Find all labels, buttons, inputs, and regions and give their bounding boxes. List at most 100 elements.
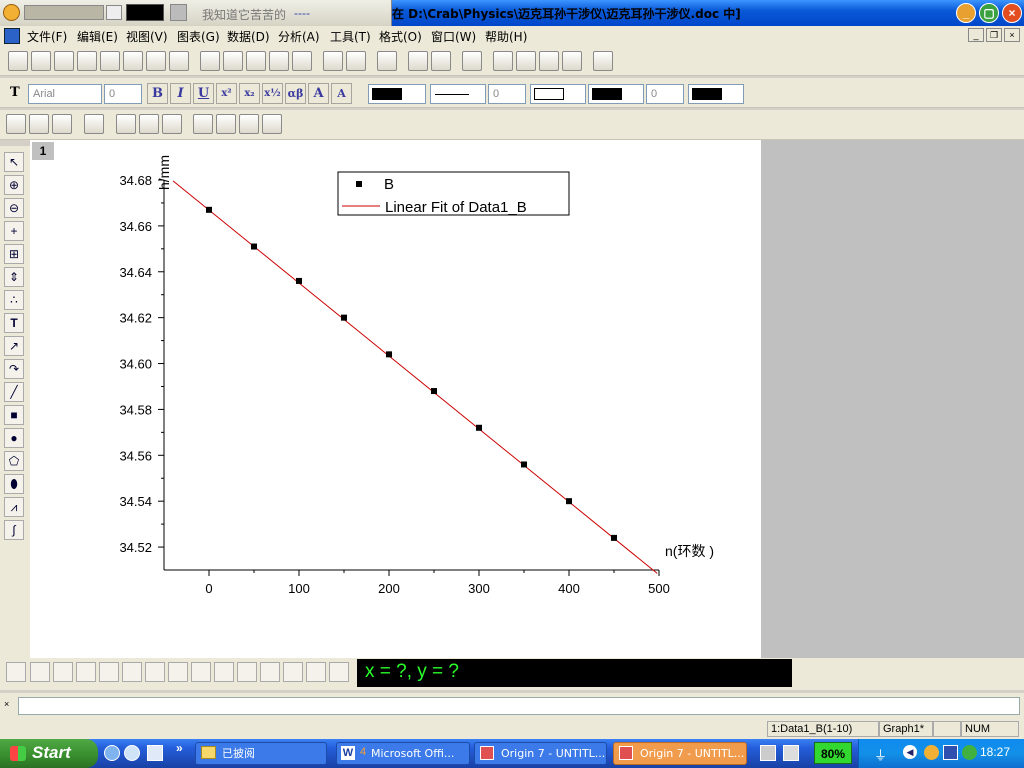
player-menu-icon[interactable] [170,4,187,21]
quicklaunch-more-icon[interactable]: » [176,741,183,755]
maximize-button[interactable]: ▢ [979,3,999,23]
graph-tool-icon-4[interactable] [84,114,104,134]
standard-tool-icon-21[interactable] [516,51,536,71]
standard-tool-icon-9[interactable] [200,51,220,71]
polygon-tool-icon[interactable]: ⬠ [4,451,24,471]
circle-tool-icon[interactable]: ● [4,428,24,448]
plot-type-icon-12[interactable] [260,662,280,682]
text-tool-icon[interactable]: T [4,313,24,333]
plot-type-icon-15[interactable] [329,662,349,682]
script-input[interactable] [18,697,1020,715]
menu-format[interactable]: 格式(O) [379,30,422,44]
plot-type-icon-10[interactable] [214,662,234,682]
symbol-size-select[interactable]: 0 [646,84,684,104]
menu-file[interactable]: 文件(F) [27,30,68,44]
power-plug-icon[interactable]: ⏚ [874,748,888,763]
greek-button[interactable]: αβ [285,83,306,104]
arrow-tool-icon[interactable]: ↗ [4,336,24,356]
subscript-button[interactable]: x₂ [239,83,260,104]
screen-reader-icon[interactable]: + [4,221,24,241]
plot-type-icon-5[interactable] [99,662,119,682]
standard-tool-icon-8[interactable] [169,51,189,71]
standard-tool-icon-18[interactable] [431,51,451,71]
quicklaunch-desktop-icon[interactable] [147,745,163,761]
plot-type-icon-6[interactable] [122,662,142,682]
plot-type-icon-2[interactable] [30,662,50,682]
script-close-icon[interactable]: × [4,699,10,709]
graph-tool-icon-11[interactable] [262,114,282,134]
line-tool-icon[interactable]: ╱ [4,382,24,402]
tray-icon-messenger[interactable] [924,745,939,760]
standard-tool-icon-19[interactable] [462,51,482,71]
plot-type-icon-1[interactable] [6,662,26,682]
graph-tool-icon-1[interactable] [6,114,26,134]
font-select[interactable]: Arial [28,84,102,104]
tray-app-icon-1[interactable] [760,745,776,761]
graph-tool-icon-6[interactable] [139,114,159,134]
draw-data-icon[interactable]: ∴ [4,290,24,310]
graph-tool-icon-2[interactable] [29,114,49,134]
underline-button[interactable]: U [193,83,214,104]
standard-tool-icon-15[interactable] [346,51,366,71]
polyline-tool-icon[interactable]: ⩘ [4,497,24,517]
data-selector-icon[interactable]: ⇕ [4,267,24,287]
volume-icon[interactable] [106,5,122,20]
zoom-out-icon[interactable]: ⊖ [4,198,24,218]
graph-tool-icon-10[interactable] [239,114,259,134]
plot-type-icon-13[interactable] [283,662,303,682]
standard-tool-icon-13[interactable] [292,51,312,71]
minimize-button[interactable]: _ [956,3,976,23]
layer-tab[interactable]: 1 [32,142,54,160]
standard-tool-icon-3[interactable] [54,51,74,71]
plot-type-icon-11[interactable] [237,662,257,682]
task-origin-1[interactable]: Origin 7 - UNTITL... [474,742,607,765]
tray-app-icon-2[interactable] [783,745,799,761]
pointer-icon[interactable]: ↖ [4,152,24,172]
font-size-select[interactable]: 0 [104,84,142,104]
standard-tool-icon-23[interactable] [562,51,582,71]
task-origin-2[interactable]: Origin 7 - UNTITL... [613,742,747,765]
plot-type-icon-7[interactable] [145,662,165,682]
zoom-in-icon[interactable]: ⊕ [4,175,24,195]
standard-tool-icon-17[interactable] [408,51,428,71]
plot-type-icon-14[interactable] [306,662,326,682]
quicklaunch-browser-icon[interactable] [124,745,140,761]
player-controls[interactable] [24,5,104,20]
decrease-font-button[interactable]: A [331,83,352,104]
curved-arrow-icon[interactable]: ↷ [4,359,24,379]
region-tool-icon[interactable]: ⬮ [4,474,24,494]
tray-icon-network[interactable] [962,745,977,760]
data-reader-icon[interactable]: ⊞ [4,244,24,264]
tray-expand-icon[interactable]: ◀ [903,745,917,759]
plot-type-icon-4[interactable] [76,662,96,682]
menu-view[interactable]: 视图(V) [126,30,168,44]
fill-color-select[interactable] [530,84,586,104]
standard-tool-icon-6[interactable] [123,51,143,71]
freehand-tool-icon[interactable]: ∫ [4,520,24,540]
rectangle-tool-icon[interactable]: ■ [4,405,24,425]
graph-tool-icon-8[interactable] [193,114,213,134]
standard-tool-icon-1[interactable] [8,51,28,71]
mdi-minimize-button[interactable]: _ [968,28,984,42]
bold-button[interactable]: B [147,83,168,104]
standard-tool-icon-5[interactable] [100,51,120,71]
close-button[interactable]: × [1002,3,1022,23]
line-style-select[interactable] [430,84,486,104]
task-word[interactable]: Microsoft Offi... [336,742,470,765]
standard-tool-icon-2[interactable] [31,51,51,71]
increase-font-button[interactable]: A [308,83,329,104]
standard-tool-icon-24[interactable] [593,51,613,71]
line-color-select[interactable] [588,84,644,104]
standard-tool-icon-12[interactable] [269,51,289,71]
start-button[interactable]: Start [0,739,98,768]
standard-tool-icon-22[interactable] [539,51,559,71]
app-menu-icon[interactable] [4,28,20,44]
graph-tool-icon-5[interactable] [116,114,136,134]
mdi-restore-button[interactable]: ❐ [986,28,1002,42]
font-color-select[interactable] [368,84,426,104]
menu-edit[interactable]: 编辑(E) [77,30,118,44]
standard-tool-icon-11[interactable] [246,51,266,71]
mdi-close-button[interactable]: × [1004,28,1020,42]
standard-tool-icon-20[interactable] [493,51,513,71]
line-width-select[interactable]: 0 [488,84,526,104]
